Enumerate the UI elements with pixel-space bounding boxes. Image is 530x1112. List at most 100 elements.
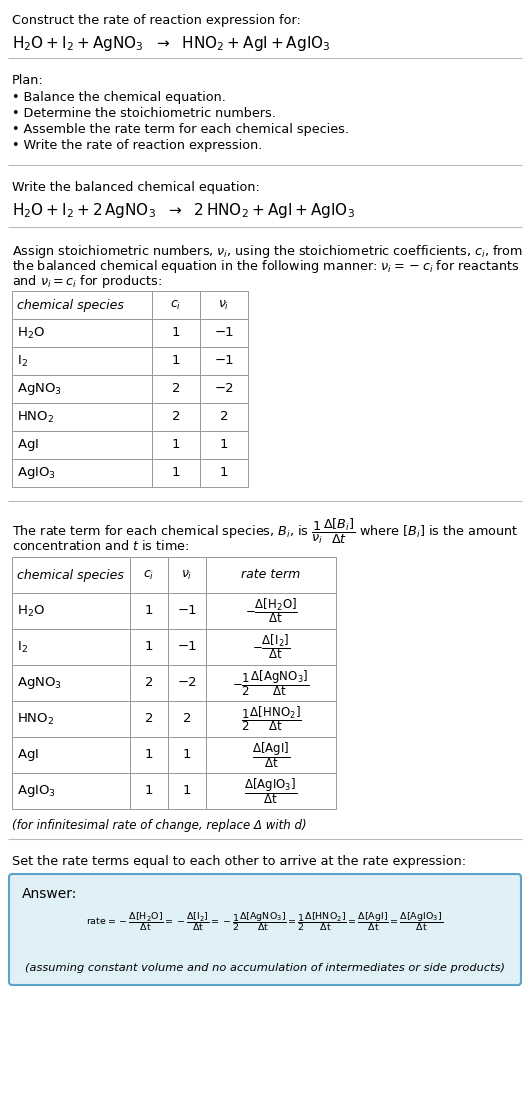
Text: $c_i$: $c_i$ bbox=[144, 568, 155, 582]
Bar bbox=[168, 665, 206, 701]
Bar bbox=[152, 403, 200, 431]
Text: $\rm I_2$: $\rm I_2$ bbox=[17, 354, 28, 368]
Bar bbox=[206, 701, 336, 737]
Text: $\nu_i$: $\nu_i$ bbox=[181, 568, 193, 582]
Text: 1: 1 bbox=[145, 784, 153, 797]
Text: 2: 2 bbox=[172, 383, 180, 396]
Bar bbox=[206, 557, 336, 593]
Bar bbox=[168, 557, 206, 593]
Text: $\dfrac{\Delta[\rm AgI]}{\Delta t}$: $\dfrac{\Delta[\rm AgI]}{\Delta t}$ bbox=[252, 741, 290, 770]
Bar bbox=[12, 375, 152, 403]
Text: $\rm H_2O + I_2 + 2\,AgNO_3\ \ \rightarrow\ \ 2\,HNO_2 + AgI + AgIO_3$: $\rm H_2O + I_2 + 2\,AgNO_3\ \ \rightarr… bbox=[12, 201, 355, 220]
Bar bbox=[200, 375, 248, 403]
Text: 1: 1 bbox=[145, 605, 153, 617]
FancyBboxPatch shape bbox=[9, 874, 521, 985]
Bar bbox=[168, 629, 206, 665]
Text: $-\dfrac{\Delta[\rm I_2]}{\Delta t}$: $-\dfrac{\Delta[\rm I_2]}{\Delta t}$ bbox=[252, 633, 290, 662]
Text: $-\dfrac{1}{2}\dfrac{\Delta[\rm AgNO_3]}{\Delta t}$: $-\dfrac{1}{2}\dfrac{\Delta[\rm AgNO_3]}… bbox=[232, 668, 310, 698]
Bar bbox=[12, 347, 152, 375]
Text: 1: 1 bbox=[145, 748, 153, 762]
Bar bbox=[130, 701, 168, 737]
Bar bbox=[12, 665, 130, 701]
Text: 2: 2 bbox=[145, 713, 153, 725]
Text: 2: 2 bbox=[145, 676, 153, 689]
Text: $\rm HNO_2$: $\rm HNO_2$ bbox=[17, 409, 55, 425]
Bar bbox=[168, 737, 206, 773]
Bar bbox=[168, 701, 206, 737]
Bar bbox=[200, 459, 248, 487]
Text: The rate term for each chemical species, $B_i$, is $\dfrac{1}{\nu_i}\dfrac{\Delt: The rate term for each chemical species,… bbox=[12, 517, 518, 546]
Text: $\rm rate = -\dfrac{\Delta[H_2O]}{\Delta t} = -\dfrac{\Delta[I_2]}{\Delta t} = -: $\rm rate = -\dfrac{\Delta[H_2O]}{\Delta… bbox=[86, 911, 444, 933]
Bar bbox=[200, 347, 248, 375]
Text: 1: 1 bbox=[145, 641, 153, 654]
Text: • Balance the chemical equation.: • Balance the chemical equation. bbox=[12, 91, 226, 105]
Text: $\dfrac{\Delta[\rm AgIO_3]}{\Delta t}$: $\dfrac{\Delta[\rm AgIO_3]}{\Delta t}$ bbox=[244, 776, 297, 806]
Text: Assign stoichiometric numbers, $\nu_i$, using the stoichiometric coefficients, $: Assign stoichiometric numbers, $\nu_i$, … bbox=[12, 244, 523, 260]
Bar bbox=[130, 665, 168, 701]
Text: $\nu_i$: $\nu_i$ bbox=[218, 298, 229, 311]
Bar bbox=[152, 375, 200, 403]
Bar bbox=[168, 593, 206, 629]
Text: concentration and $t$ is time:: concentration and $t$ is time: bbox=[12, 539, 189, 553]
Text: 1: 1 bbox=[172, 327, 180, 339]
Text: rate term: rate term bbox=[241, 568, 301, 582]
Text: chemical species: chemical species bbox=[17, 568, 124, 582]
Bar bbox=[130, 773, 168, 810]
Bar bbox=[12, 319, 152, 347]
Bar bbox=[152, 431, 200, 459]
Bar bbox=[130, 557, 168, 593]
Bar bbox=[200, 319, 248, 347]
Text: $-\dfrac{\Delta[\rm H_2O]}{\Delta t}$: $-\dfrac{\Delta[\rm H_2O]}{\Delta t}$ bbox=[244, 597, 297, 625]
Text: the balanced chemical equation in the following manner: $\nu_i = -c_i$ for react: the balanced chemical equation in the fo… bbox=[12, 258, 519, 275]
Bar bbox=[206, 773, 336, 810]
Bar bbox=[12, 737, 130, 773]
Text: −1: −1 bbox=[214, 355, 234, 367]
Bar bbox=[12, 291, 152, 319]
Bar bbox=[12, 629, 130, 665]
Text: 1: 1 bbox=[183, 784, 191, 797]
Text: Write the balanced chemical equation:: Write the balanced chemical equation: bbox=[12, 181, 260, 193]
Bar bbox=[168, 773, 206, 810]
Bar bbox=[12, 593, 130, 629]
Text: 1: 1 bbox=[220, 467, 228, 479]
Text: $\rm AgNO_3$: $\rm AgNO_3$ bbox=[17, 675, 62, 691]
Text: Set the rate terms equal to each other to arrive at the rate expression:: Set the rate terms equal to each other t… bbox=[12, 855, 466, 868]
Bar bbox=[130, 593, 168, 629]
Text: $\rm AgI$: $\rm AgI$ bbox=[17, 747, 39, 763]
Text: • Determine the stoichiometric numbers.: • Determine the stoichiometric numbers. bbox=[12, 107, 276, 120]
Text: 1: 1 bbox=[172, 467, 180, 479]
Text: $\rm AgIO_3$: $\rm AgIO_3$ bbox=[17, 465, 56, 481]
Text: • Assemble the rate term for each chemical species.: • Assemble the rate term for each chemic… bbox=[12, 123, 349, 136]
Bar bbox=[200, 291, 248, 319]
Text: −1: −1 bbox=[177, 605, 197, 617]
Text: $\rm H_2O$: $\rm H_2O$ bbox=[17, 326, 45, 340]
Text: $\rm AgI$: $\rm AgI$ bbox=[17, 437, 39, 453]
Text: (assuming constant volume and no accumulation of intermediates or side products): (assuming constant volume and no accumul… bbox=[25, 963, 505, 973]
Bar bbox=[12, 773, 130, 810]
Bar bbox=[12, 557, 130, 593]
Text: 1: 1 bbox=[172, 355, 180, 367]
Text: • Write the rate of reaction expression.: • Write the rate of reaction expression. bbox=[12, 139, 262, 152]
Bar bbox=[200, 431, 248, 459]
Bar bbox=[12, 701, 130, 737]
Text: 1: 1 bbox=[172, 438, 180, 451]
Text: −1: −1 bbox=[214, 327, 234, 339]
Text: −2: −2 bbox=[214, 383, 234, 396]
Bar bbox=[152, 459, 200, 487]
Text: −1: −1 bbox=[177, 641, 197, 654]
Text: $c_i$: $c_i$ bbox=[170, 298, 182, 311]
Text: Answer:: Answer: bbox=[22, 887, 77, 901]
Text: $\rm H_2O$: $\rm H_2O$ bbox=[17, 604, 45, 618]
Text: and $\nu_i = c_i$ for products:: and $\nu_i = c_i$ for products: bbox=[12, 274, 162, 290]
Text: $\rm I_2$: $\rm I_2$ bbox=[17, 639, 28, 655]
Bar bbox=[12, 403, 152, 431]
Text: Plan:: Plan: bbox=[12, 75, 44, 87]
Text: 1: 1 bbox=[220, 438, 228, 451]
Text: Construct the rate of reaction expression for:: Construct the rate of reaction expressio… bbox=[12, 14, 301, 27]
Bar bbox=[152, 319, 200, 347]
Text: 2: 2 bbox=[172, 410, 180, 424]
Text: −2: −2 bbox=[177, 676, 197, 689]
Bar bbox=[152, 347, 200, 375]
Bar bbox=[152, 291, 200, 319]
Bar bbox=[206, 629, 336, 665]
